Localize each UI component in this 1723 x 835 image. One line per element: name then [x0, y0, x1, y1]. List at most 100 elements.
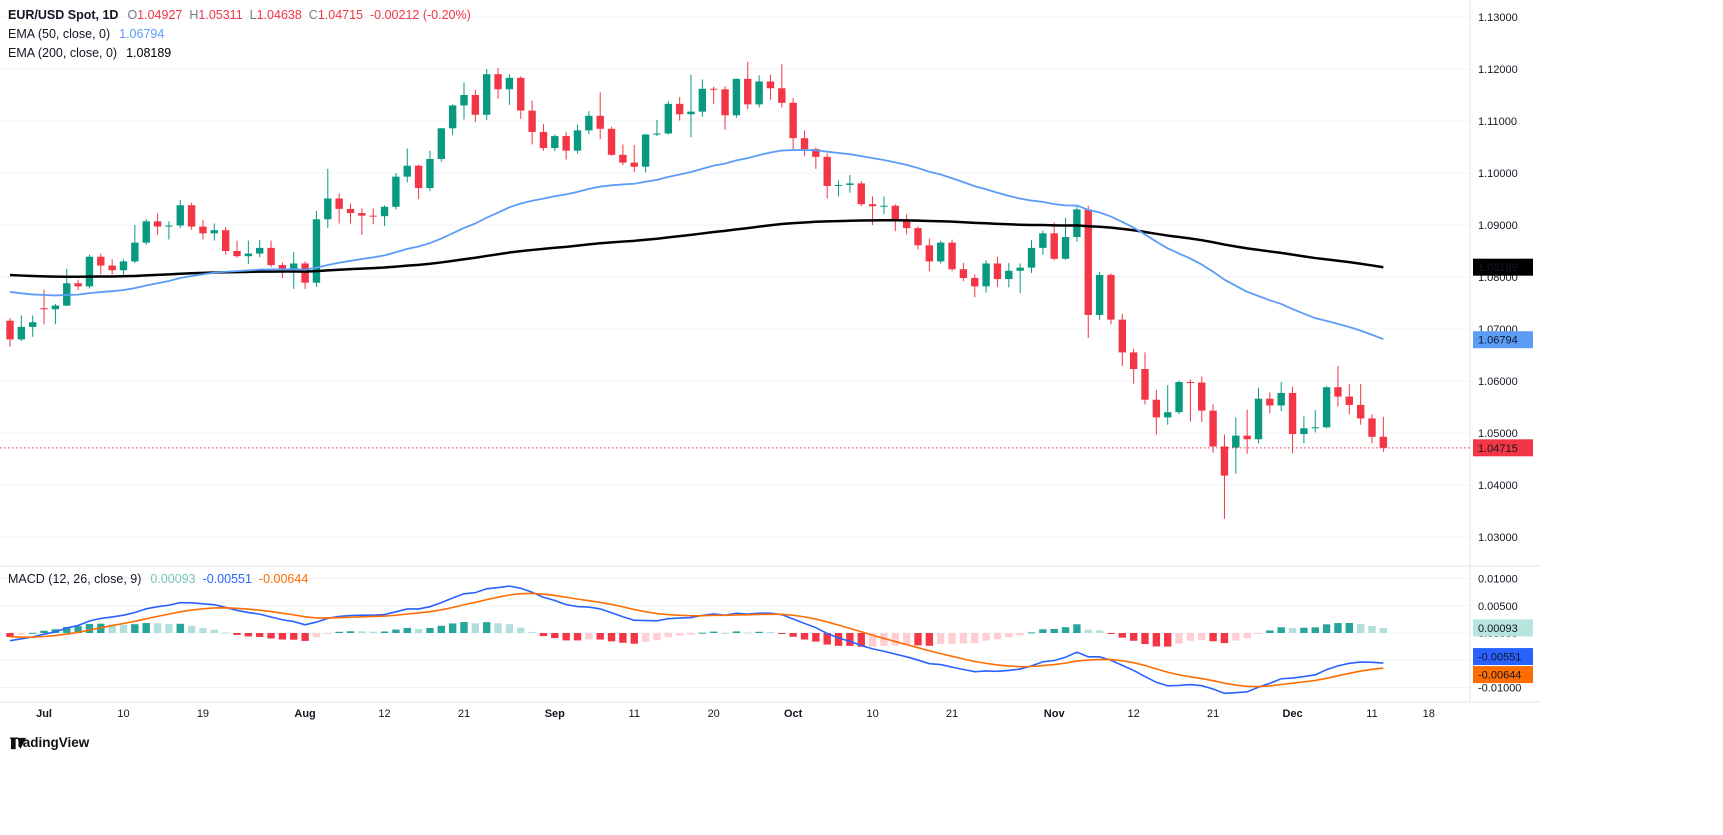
symbol-title-row[interactable]: EUR/USD Spot, 1D O 1.04927 H 1.05311 L 1.04…	[8, 6, 471, 25]
candle[interactable]	[982, 260, 990, 293]
macd-bar[interactable]	[653, 633, 661, 641]
candle[interactable]	[630, 144, 638, 172]
macd-bar[interactable]	[1300, 627, 1308, 633]
macd-bar[interactable]	[1107, 633, 1115, 634]
macd-bar[interactable]	[812, 633, 820, 642]
candle[interactable]	[346, 203, 355, 224]
ema50-legend-row[interactable]: EMA (50, close, 0) 1.06794	[8, 25, 471, 44]
candle[interactable]	[710, 86, 718, 104]
macd-bar[interactable]	[619, 633, 627, 643]
candle[interactable]	[460, 82, 468, 120]
macd-bar[interactable]	[380, 631, 389, 633]
candle[interactable]	[902, 214, 911, 235]
candle[interactable]	[210, 223, 218, 241]
candle[interactable]	[846, 175, 854, 193]
macd-bar[interactable]	[187, 625, 196, 633]
candle[interactable]	[1050, 222, 1058, 261]
candle[interactable]	[426, 150, 434, 192]
macd-bar[interactable]	[721, 632, 729, 634]
candle[interactable]	[1345, 384, 1353, 415]
macd-bar[interactable]	[74, 626, 82, 633]
macd-bar[interactable]	[1005, 633, 1013, 638]
candle[interactable]	[596, 92, 604, 140]
macd-bar[interactable]	[948, 633, 956, 644]
macd-bar[interactable]	[437, 625, 445, 633]
macd-histogram[interactable]	[6, 622, 1388, 647]
price-chart-canvas[interactable]: 1.130001.120001.110001.100001.090001.080…	[0, 0, 1540, 760]
candle[interactable]	[380, 205, 389, 227]
ema200-legend-row[interactable]: EMA (200, close, 0) 1.08189	[8, 44, 471, 63]
candle[interactable]	[1322, 386, 1331, 429]
macd-bar[interactable]	[1368, 625, 1376, 633]
candle[interactable]	[494, 67, 502, 99]
candle[interactable]	[834, 180, 843, 197]
candle[interactable]	[619, 144, 627, 166]
candle[interactable]	[312, 210, 321, 287]
macd-bar[interactable]	[1209, 633, 1217, 642]
candle[interactable]	[301, 261, 309, 289]
macd-bar[interactable]	[823, 633, 831, 645]
candle[interactable]	[732, 78, 741, 118]
macd-bar[interactable]	[119, 624, 128, 633]
candle[interactable]	[199, 219, 207, 240]
macd-bar[interactable]	[1061, 627, 1070, 633]
macd-bar[interactable]	[1152, 633, 1161, 647]
candle[interactable]	[1027, 240, 1036, 273]
macd-bar[interactable]	[585, 633, 593, 640]
macd-bar[interactable]	[664, 633, 672, 638]
macd-bar[interactable]	[1039, 629, 1047, 633]
macd-bar[interactable]	[937, 633, 945, 644]
macd-bar[interactable]	[914, 633, 922, 646]
candle[interactable]	[108, 259, 116, 275]
candle[interactable]	[244, 240, 253, 264]
candle[interactable]	[823, 153, 831, 199]
candle[interactable]	[51, 304, 60, 325]
candle[interactable]	[483, 69, 491, 120]
candle[interactable]	[1186, 379, 1195, 422]
macd-bar[interactable]	[267, 633, 275, 639]
macd-bar[interactable]	[63, 626, 71, 633]
macd-bar[interactable]	[1220, 633, 1229, 644]
candle[interactable]	[959, 262, 968, 282]
macd-bar[interactable]	[698, 632, 707, 634]
macd-bar[interactable]	[85, 623, 94, 633]
macd-bar[interactable]	[891, 633, 899, 646]
macd-bar[interactable]	[755, 631, 763, 633]
candle[interactable]	[1266, 392, 1274, 414]
macd-bar[interactable]	[426, 627, 434, 633]
candle[interactable]	[1379, 416, 1388, 452]
macd-bar[interactable]	[494, 623, 502, 633]
candle[interactable]	[63, 268, 71, 307]
candle[interactable]	[1073, 205, 1081, 242]
candle[interactable]	[551, 134, 559, 152]
candle[interactable]	[233, 240, 241, 258]
macd-bar[interactable]	[1356, 623, 1365, 633]
macd-bar[interactable]	[641, 633, 650, 642]
candle[interactable]	[1107, 273, 1115, 325]
macd-bar[interactable]	[1243, 633, 1251, 639]
macd-bar[interactable]	[1379, 627, 1388, 633]
candle[interactable]	[675, 97, 684, 121]
candle[interactable]	[97, 253, 105, 275]
macd-bar[interactable]	[358, 631, 366, 633]
candle[interactable]	[744, 61, 752, 110]
candle[interactable]	[1129, 348, 1138, 384]
candle[interactable]	[539, 124, 548, 151]
candle[interactable]	[1198, 376, 1206, 423]
candle[interactable]	[1095, 271, 1104, 320]
macd-bar[interactable]	[505, 624, 514, 633]
macd-bar[interactable]	[1254, 633, 1263, 634]
candle[interactable]	[1175, 380, 1183, 415]
macd-bar[interactable]	[403, 627, 411, 633]
macd-bar[interactable]	[414, 628, 423, 633]
candle[interactable]	[1243, 409, 1251, 454]
macd-bar[interactable]	[176, 623, 184, 633]
macd-bar[interactable]	[517, 627, 525, 633]
macd-bar[interactable]	[800, 633, 809, 640]
macd-bar[interactable]	[324, 633, 332, 634]
candle[interactable]	[1084, 205, 1092, 338]
macd-bar[interactable]	[607, 633, 616, 642]
macd-bar[interactable]	[539, 633, 548, 637]
candle[interactable]	[687, 74, 695, 138]
candle[interactable]	[165, 221, 173, 240]
